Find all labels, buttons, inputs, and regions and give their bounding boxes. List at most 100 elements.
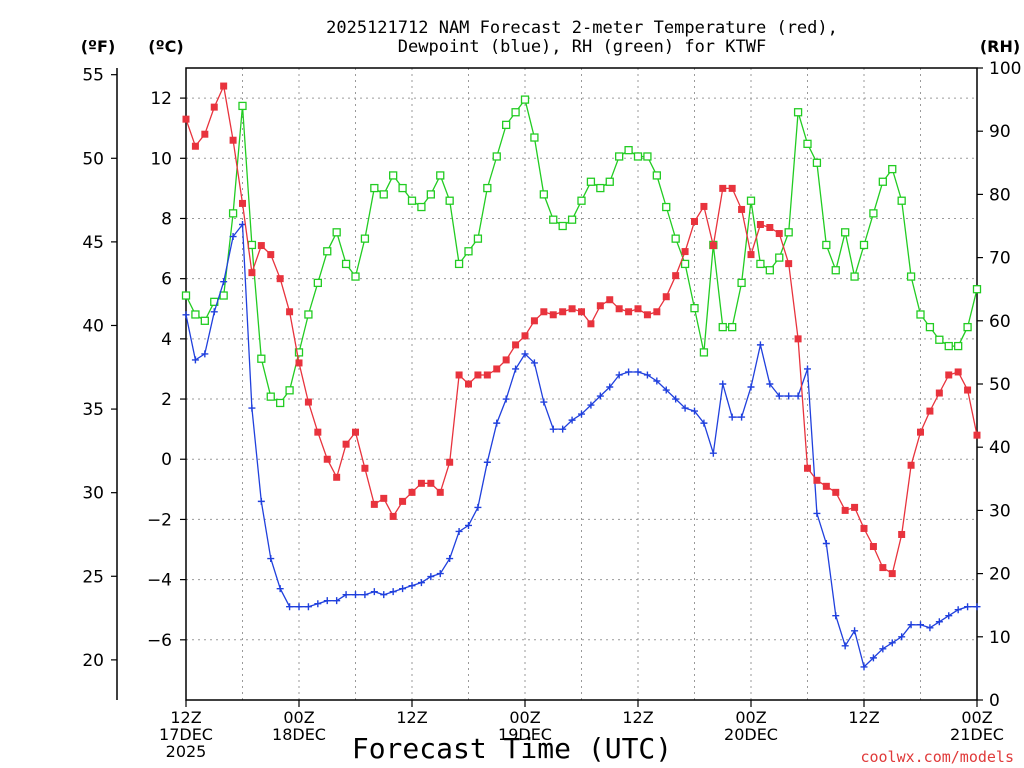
fahrenheit-tick-label: 40	[82, 316, 104, 336]
rh-point	[341, 259, 351, 269]
dewpoint-point	[502, 395, 510, 403]
dewpoint-point	[399, 585, 407, 593]
rh-point	[624, 146, 633, 155]
rh-tick-label: 100	[989, 59, 1021, 79]
temperature-point	[954, 368, 962, 376]
temperature-point	[832, 488, 840, 496]
dewpoint-point	[615, 371, 623, 379]
time-tick-label: 00Z	[283, 708, 314, 727]
dewpoint-point	[945, 612, 953, 620]
temperature-point	[257, 242, 265, 250]
rh-point	[718, 322, 727, 332]
dewpoint-point	[822, 540, 830, 548]
rh-point	[633, 152, 643, 161]
dewpoint-point	[578, 410, 585, 418]
fahrenheit-unit-label: (ºF)	[81, 37, 116, 56]
dewpoint-point	[370, 588, 378, 596]
temperature-point	[380, 494, 388, 502]
time-tick-label: 00Z	[961, 708, 992, 727]
rh-point	[502, 120, 511, 130]
rh-point	[492, 152, 501, 161]
temperature-point	[512, 341, 520, 349]
dewpoint-point	[182, 311, 190, 319]
dewpoint-point	[389, 588, 397, 596]
dewpoint-point	[625, 368, 633, 376]
temperature-point	[370, 500, 378, 508]
fahrenheit-axis: 55 50 45 40 35 30 25 20	[82, 66, 117, 671]
temperature-point	[775, 230, 783, 238]
temperature-point	[700, 202, 708, 210]
fahrenheit-tick-label: 35	[82, 400, 104, 420]
rh-point	[398, 183, 407, 193]
dewpoint-point	[333, 597, 341, 605]
temperature-point	[945, 371, 953, 379]
rh-point	[944, 341, 953, 351]
rh-point	[577, 196, 586, 205]
temperature-point	[540, 308, 548, 316]
dewpoint-point	[888, 639, 896, 647]
dewpoint-point	[314, 600, 322, 608]
rh-tick-label: 50	[989, 375, 1011, 395]
time-tick-label: 12Z	[848, 708, 879, 727]
temperature-point	[559, 308, 567, 316]
dewpoint-point	[879, 645, 887, 653]
rh-point	[332, 228, 341, 237]
dewpoint-point	[898, 633, 906, 641]
dewpoint-point	[709, 449, 717, 457]
temperature-point	[596, 302, 604, 310]
rh-point	[370, 183, 379, 193]
temperature-point	[907, 461, 915, 469]
temperature-point	[530, 317, 538, 325]
rh-point	[812, 158, 822, 167]
dewpoint-point	[794, 392, 802, 400]
dewpoint-point	[276, 585, 284, 593]
rh-point	[888, 164, 897, 174]
temperature-point	[549, 311, 557, 319]
chart-title-line-1: 2025121712 NAM Forecast 2-meter Temperat…	[326, 18, 838, 38]
rh-tick-label: 20	[989, 565, 1011, 585]
chart-title-line-2: Dewpoint (blue), RH (green) for KTWF	[398, 37, 766, 57]
temperature-point	[455, 371, 463, 379]
dewpoint-point	[634, 368, 642, 376]
temperature-point	[841, 506, 849, 514]
temperature-point	[794, 335, 802, 343]
dewpoint-point	[474, 503, 482, 511]
temperature-point	[389, 512, 397, 520]
celsius-unit-label: (ºC)	[148, 37, 183, 56]
temperature-point	[634, 305, 642, 313]
dewpoint-point	[455, 527, 463, 535]
fahrenheit-tick-label: 25	[82, 567, 104, 587]
dewpoint-point	[220, 278, 228, 286]
temperature-point	[898, 530, 906, 538]
rh-point	[765, 266, 774, 275]
temperature-point	[304, 398, 312, 406]
temperature-point	[210, 103, 218, 111]
dewpoint-point	[869, 654, 877, 662]
time-tick-label: 17DEC	[159, 725, 213, 744]
temperature-point	[888, 570, 896, 578]
dewpoint-point	[700, 419, 708, 427]
temperature-point	[672, 272, 680, 280]
dewpoint-point	[436, 570, 444, 578]
temperature-point	[286, 308, 294, 316]
dewpoint-point	[935, 618, 943, 626]
dewpoint-point	[352, 591, 359, 599]
rh-point	[191, 310, 200, 319]
celsius-tick-label: 10	[150, 149, 172, 169]
temperature-point	[182, 115, 190, 123]
temperature-series	[182, 82, 981, 578]
rh-point	[897, 196, 906, 205]
temperature-point	[502, 356, 510, 364]
dewpoint-point	[813, 509, 821, 517]
temperature-point	[399, 497, 407, 505]
rh-point	[549, 215, 558, 224]
rh-point	[360, 234, 370, 243]
temperature-point	[860, 524, 868, 532]
temperature-point	[417, 479, 425, 487]
rh-point	[793, 108, 803, 117]
rh-point	[238, 101, 247, 111]
rh-tick-label: 30	[989, 501, 1011, 521]
rh-point	[690, 304, 699, 313]
rh-point	[426, 190, 435, 199]
